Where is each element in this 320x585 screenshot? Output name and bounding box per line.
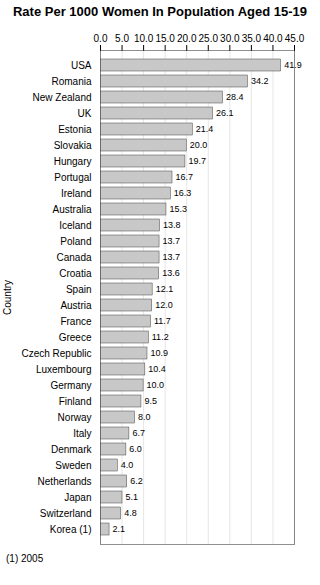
svg-text:20.0: 20.0 <box>177 33 197 44</box>
svg-text:34.2: 34.2 <box>251 76 269 86</box>
svg-text:Germany: Germany <box>50 380 91 391</box>
svg-text:13.7: 13.7 <box>163 236 181 246</box>
svg-text:45.0: 45.0 <box>285 33 305 44</box>
svg-text:19.7: 19.7 <box>188 156 206 166</box>
svg-text:13.8: 13.8 <box>163 220 181 230</box>
svg-text:13.7: 13.7 <box>163 252 181 262</box>
svg-text:16.3: 16.3 <box>174 188 192 198</box>
svg-text:USA: USA <box>71 60 92 71</box>
svg-text:Sweden: Sweden <box>55 460 91 471</box>
svg-text:12.0: 12.0 <box>155 300 173 310</box>
svg-text:11.2: 11.2 <box>152 332 169 342</box>
svg-text:5.1: 5.1 <box>125 492 138 502</box>
svg-text:Norway: Norway <box>58 412 92 423</box>
svg-text:9.5: 9.5 <box>144 396 157 406</box>
svg-text:Australia: Australia <box>53 204 92 215</box>
svg-text:6.2: 6.2 <box>130 476 143 486</box>
svg-text:France: France <box>60 316 92 327</box>
svg-text:10.4: 10.4 <box>148 364 166 374</box>
svg-text:20.0: 20.0 <box>190 140 208 150</box>
svg-text:UK: UK <box>78 108 92 119</box>
svg-text:6.0: 6.0 <box>129 444 142 454</box>
svg-text:16.7: 16.7 <box>175 172 193 182</box>
svg-text:Poland: Poland <box>60 236 91 247</box>
svg-text:10.0: 10.0 <box>147 380 165 390</box>
svg-text:10.9: 10.9 <box>150 348 168 358</box>
svg-text:15.0: 15.0 <box>155 33 175 44</box>
svg-text:40.0: 40.0 <box>263 33 283 44</box>
svg-text:30.0: 30.0 <box>220 33 240 44</box>
svg-text:28.4: 28.4 <box>226 92 244 102</box>
svg-text:4.0: 4.0 <box>121 460 134 470</box>
svg-text:13.6: 13.6 <box>162 268 180 278</box>
svg-text:15.3: 15.3 <box>169 204 187 214</box>
svg-text:Slovakia: Slovakia <box>54 140 92 151</box>
svg-text:Czech Republic: Czech Republic <box>21 348 91 359</box>
svg-text:Croatia: Croatia <box>59 268 92 279</box>
html-text:(1) 2005: (1) 2005 <box>6 553 44 564</box>
svg-text:Iceland: Iceland <box>59 220 91 231</box>
svg-text:10.0: 10.0 <box>134 33 154 44</box>
svg-text:Ireland: Ireland <box>61 188 92 199</box>
svg-text:5.0: 5.0 <box>115 33 129 44</box>
svg-text:Finland: Finland <box>59 396 92 407</box>
svg-text:21.4: 21.4 <box>196 124 214 134</box>
svg-text:Austria: Austria <box>60 300 92 311</box>
svg-text:11.7: 11.7 <box>154 316 171 326</box>
svg-text:New Zealand: New Zealand <box>33 92 92 103</box>
svg-text:Romania: Romania <box>51 76 91 87</box>
svg-text:Italy: Italy <box>73 428 91 439</box>
svg-text:25.0: 25.0 <box>199 33 219 44</box>
svg-text:Luxembourg: Luxembourg <box>36 364 92 375</box>
svg-text:Denmark: Denmark <box>51 444 93 455</box>
svg-text:41.9: 41.9 <box>284 60 302 70</box>
svg-text:2.1: 2.1 <box>113 524 126 534</box>
html-text:Rate Per 1000 Women In Populat: Rate Per 1000 Women In Population Aged 1… <box>13 4 307 19</box>
svg-text:6.7: 6.7 <box>132 428 145 438</box>
svg-text:0.0: 0.0 <box>94 33 108 44</box>
svg-text:Korea (1): Korea (1) <box>50 524 92 535</box>
svg-text:Greece: Greece <box>59 332 92 343</box>
svg-text:Hungary: Hungary <box>54 156 92 167</box>
svg-text:Portugal: Portugal <box>54 172 91 183</box>
svg-text:Canada: Canada <box>56 252 91 263</box>
svg-text:Switzerland: Switzerland <box>40 508 92 519</box>
svg-text:Netherlands: Netherlands <box>38 476 92 487</box>
svg-text:8.0: 8.0 <box>138 412 151 422</box>
svg-text:Japan: Japan <box>64 492 91 503</box>
svg-text:Country: Country <box>2 280 13 315</box>
svg-text:26.1: 26.1 <box>216 108 234 118</box>
svg-text:12.1: 12.1 <box>156 284 174 294</box>
svg-text:4.8: 4.8 <box>124 508 137 518</box>
svg-text:Estonia: Estonia <box>58 124 92 135</box>
svg-text:35.0: 35.0 <box>242 33 262 44</box>
svg-text:Spain: Spain <box>66 284 92 295</box>
